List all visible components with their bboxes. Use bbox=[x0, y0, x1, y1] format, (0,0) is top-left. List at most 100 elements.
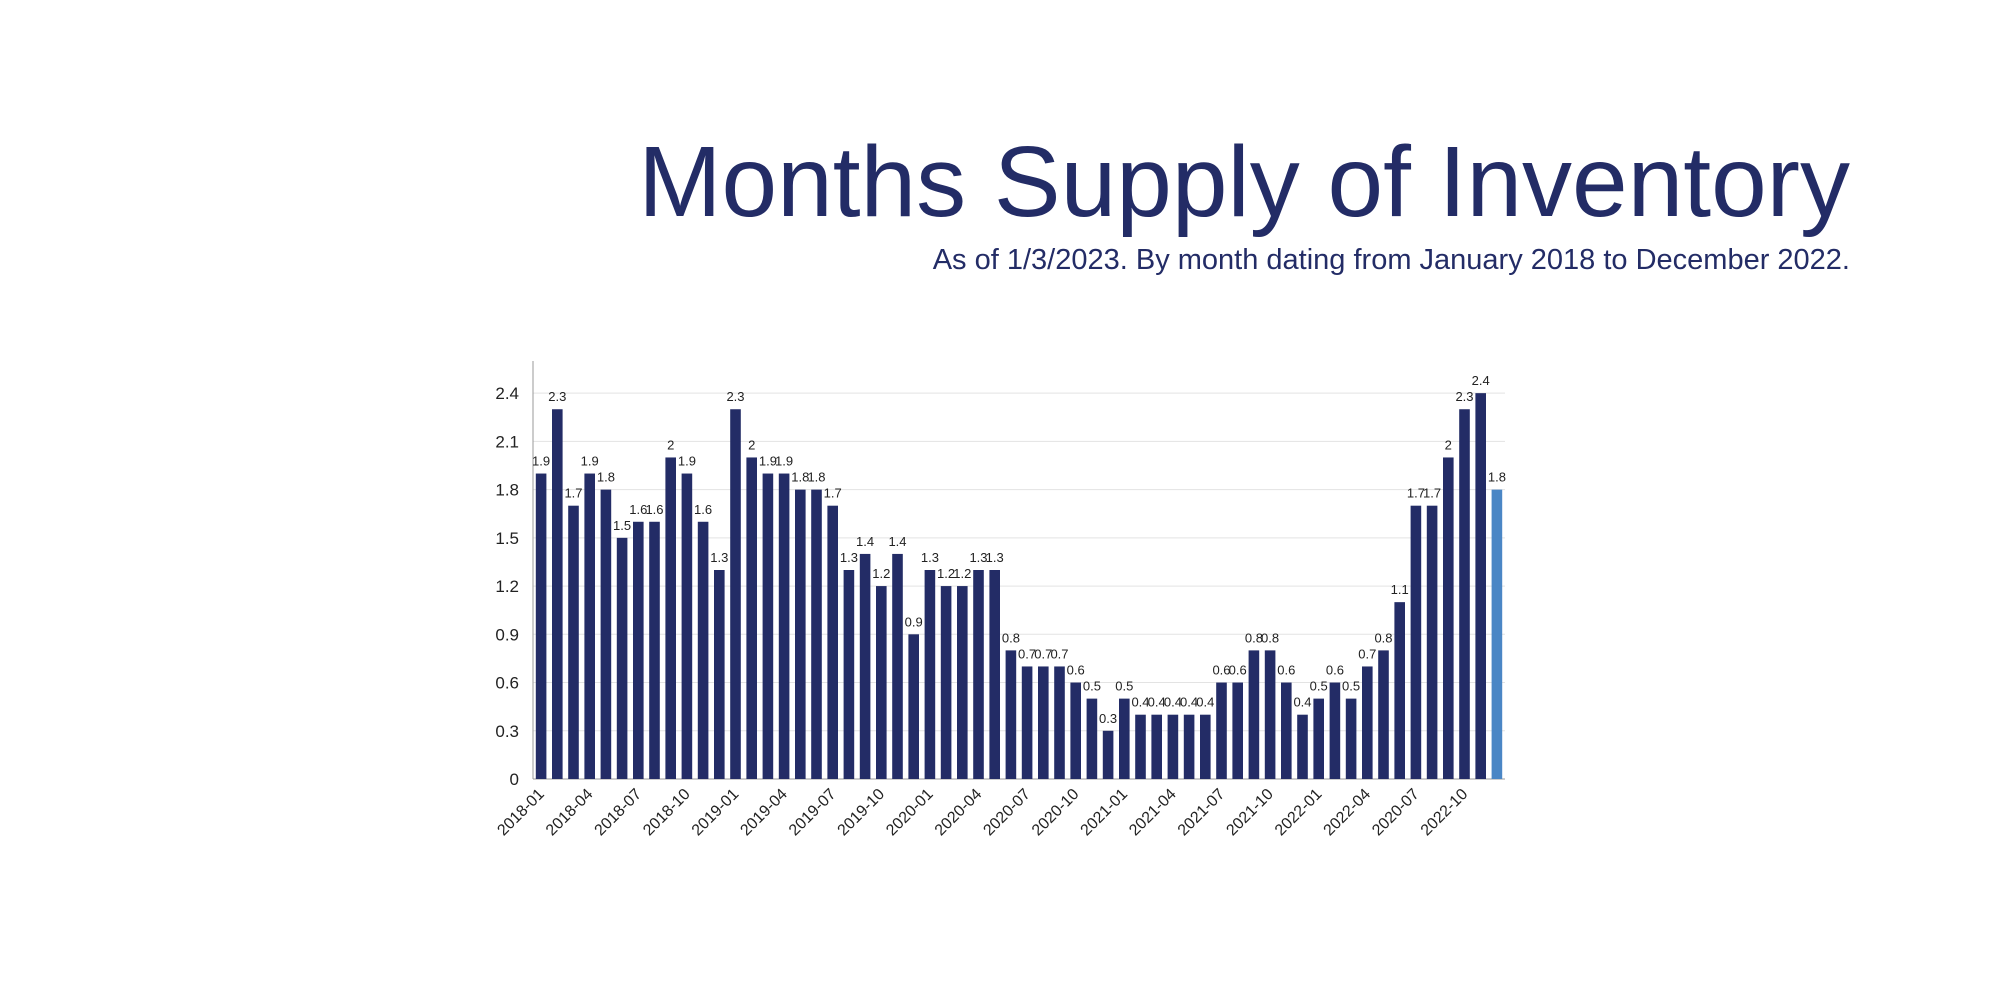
chart-title: Months Supply of Inventory bbox=[638, 126, 1850, 238]
bar bbox=[843, 570, 855, 779]
bar bbox=[924, 570, 936, 779]
x-tick-label: 2020-01 bbox=[883, 786, 937, 840]
x-tick-label: 2018-04 bbox=[543, 786, 597, 840]
bar bbox=[989, 570, 1000, 779]
bar bbox=[957, 586, 968, 779]
bar bbox=[568, 505, 579, 779]
chart-subtitle: As of 1/3/2023. By month dating from Jan… bbox=[933, 244, 1850, 276]
value-label: 2.3 bbox=[726, 389, 744, 404]
bar bbox=[1475, 393, 1486, 779]
value-label: 0.5 bbox=[1083, 679, 1101, 694]
value-label: 1.9 bbox=[581, 454, 599, 469]
value-label: 0.6 bbox=[1212, 663, 1230, 678]
bar bbox=[1443, 457, 1454, 779]
bar bbox=[892, 553, 903, 779]
value-label: 1.3 bbox=[921, 550, 939, 565]
value-label: 0.8 bbox=[1374, 630, 1392, 645]
value-label: 0.8 bbox=[1245, 630, 1263, 645]
bar bbox=[584, 473, 595, 779]
bar bbox=[535, 473, 547, 779]
y-tick-label: 1.8 bbox=[495, 481, 519, 500]
bar bbox=[1216, 682, 1227, 779]
y-tick-label: 2.1 bbox=[495, 432, 519, 451]
bar bbox=[1054, 666, 1065, 779]
value-label: 1.3 bbox=[969, 550, 987, 565]
x-tick-label: 2022-04 bbox=[1321, 786, 1375, 840]
bar bbox=[681, 473, 693, 779]
value-label: 0.7 bbox=[1034, 646, 1052, 661]
bar bbox=[1232, 682, 1243, 779]
bar bbox=[908, 634, 919, 779]
x-tick-label: 2021-04 bbox=[1126, 786, 1180, 840]
bar bbox=[827, 505, 838, 779]
x-tick-label: 2018-10 bbox=[640, 786, 694, 840]
x-tick-label: 2021-07 bbox=[1175, 786, 1229, 840]
bar bbox=[1313, 698, 1324, 779]
value-label: 2.3 bbox=[1455, 389, 1473, 404]
value-label: 2.4 bbox=[1472, 373, 1490, 388]
x-tick-label: 2022-10 bbox=[1418, 786, 1472, 840]
value-label: 1.3 bbox=[840, 550, 858, 565]
bar bbox=[1426, 505, 1438, 779]
x-tick-label: 2019-10 bbox=[835, 786, 889, 840]
value-label: 1.9 bbox=[775, 454, 793, 469]
value-label: 1.6 bbox=[694, 502, 712, 517]
bar bbox=[649, 521, 660, 779]
x-tick-label: 2020-07 bbox=[980, 786, 1034, 840]
bar bbox=[1151, 714, 1162, 779]
y-tick-label: 0.9 bbox=[495, 625, 519, 644]
bar bbox=[1183, 714, 1195, 779]
value-label: 1.9 bbox=[759, 454, 777, 469]
bar bbox=[1248, 650, 1260, 779]
x-tick-label: 2021-10 bbox=[1223, 786, 1277, 840]
bar bbox=[730, 409, 741, 779]
value-label: 0.5 bbox=[1310, 679, 1328, 694]
bar bbox=[876, 586, 887, 779]
value-label: 1.8 bbox=[807, 470, 825, 485]
y-tick-label: 0 bbox=[510, 770, 519, 789]
bar bbox=[600, 489, 612, 779]
x-tick-label: 2019-01 bbox=[689, 786, 743, 840]
x-tick-label: 2020-10 bbox=[1029, 786, 1083, 840]
bar bbox=[1200, 714, 1211, 779]
bar bbox=[1297, 714, 1308, 779]
value-label: 1.8 bbox=[597, 470, 615, 485]
bar bbox=[1362, 666, 1373, 779]
x-tick-label: 2021-01 bbox=[1078, 786, 1132, 840]
bar bbox=[973, 570, 984, 779]
bar bbox=[714, 570, 725, 779]
bar bbox=[795, 489, 806, 779]
value-label: 1.3 bbox=[986, 550, 1004, 565]
bar bbox=[1264, 650, 1276, 779]
x-tick-label: 2020-07 bbox=[1369, 786, 1423, 840]
value-label: 2 bbox=[748, 437, 755, 452]
value-label: 2 bbox=[1445, 437, 1452, 452]
value-label: 2 bbox=[667, 437, 674, 452]
x-tick-label: 2022-01 bbox=[1272, 786, 1326, 840]
value-label: 1.9 bbox=[532, 454, 550, 469]
x-tick-label: 2019-04 bbox=[737, 786, 791, 840]
value-label: 0.9 bbox=[905, 614, 923, 629]
value-label: 0.4 bbox=[1148, 695, 1166, 710]
value-label: 0.5 bbox=[1115, 679, 1133, 694]
value-label: 0.4 bbox=[1293, 695, 1311, 710]
bar bbox=[859, 553, 871, 779]
bar bbox=[616, 537, 628, 779]
value-label: 1.8 bbox=[1488, 470, 1506, 485]
value-label: 1.3 bbox=[710, 550, 728, 565]
bar bbox=[746, 457, 757, 779]
value-label: 1.8 bbox=[791, 470, 809, 485]
value-label: 1.6 bbox=[645, 502, 663, 517]
bar bbox=[811, 489, 822, 779]
y-tick-label: 2.4 bbox=[495, 384, 519, 403]
value-label: 0.6 bbox=[1277, 663, 1295, 678]
bar bbox=[762, 473, 774, 779]
bar bbox=[1102, 730, 1114, 779]
value-label: 0.4 bbox=[1131, 695, 1149, 710]
bar bbox=[1021, 666, 1033, 779]
value-label: 1.7 bbox=[564, 486, 582, 501]
value-label: 0.7 bbox=[1018, 646, 1036, 661]
value-label: 1.4 bbox=[888, 534, 906, 549]
bar bbox=[1038, 666, 1049, 779]
